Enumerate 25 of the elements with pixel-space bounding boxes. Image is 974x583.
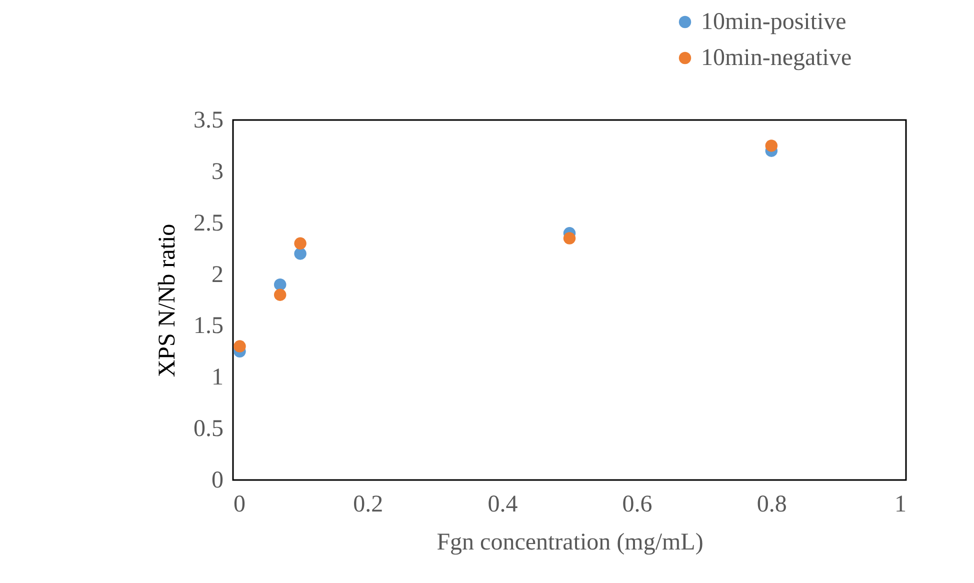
point [563, 232, 576, 244]
x-tick-label: 0.8 [756, 492, 787, 518]
y-axis-title: XPS N/Nb ratio [154, 224, 180, 378]
x-tick-label: 0.2 [353, 492, 384, 518]
x-tick-label: 0.4 [488, 492, 518, 518]
y-tick-label: 1 [212, 364, 224, 391]
y-tick-label: 3.5 [194, 108, 224, 134]
x-axis-title: Fgn concentration (mg/mL) [436, 530, 704, 556]
x-tick-label: 0.6 [622, 492, 652, 518]
point [274, 288, 286, 301]
point [294, 237, 306, 250]
y-tick-label: 0 [212, 468, 224, 494]
point [294, 248, 306, 260]
x-tick-label: 0 [234, 492, 246, 518]
legend-label: 10min-positive [701, 9, 846, 35]
y-tick-label: 1.5 [194, 313, 224, 340]
y-tick-label: 0.5 [194, 416, 224, 442]
point [234, 340, 246, 352]
legend-label: 10min-negative [701, 45, 852, 71]
x-tick-label: 1 [894, 492, 906, 518]
point [274, 278, 286, 291]
y-tick-label: 3 [212, 158, 224, 185]
point [765, 140, 778, 152]
y-tick-label: 2.5 [194, 210, 224, 236]
y-tick-label: 2 [212, 262, 224, 288]
